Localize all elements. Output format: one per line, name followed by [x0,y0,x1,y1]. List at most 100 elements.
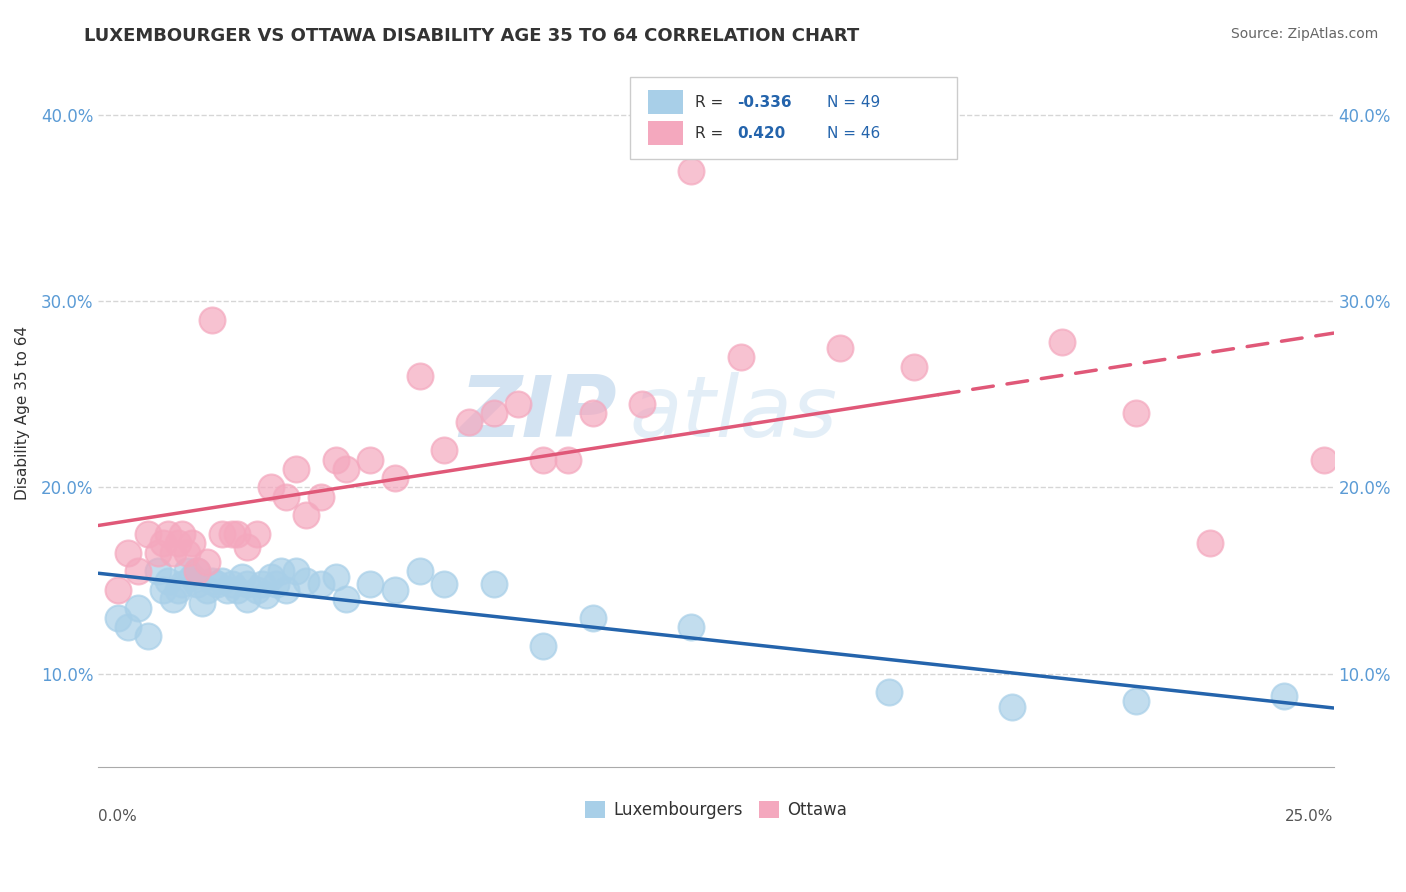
Point [136,527,159,541]
Point [631,397,654,411]
Point [201,313,224,327]
Point [215,582,238,597]
Point [276,582,298,597]
Point [482,406,505,420]
Point [221,577,243,591]
Point [107,582,129,597]
Point [250,577,273,591]
Point [877,685,900,699]
Point [152,536,174,550]
Point [107,611,129,625]
Point [309,577,332,591]
Text: atlas: atlas [630,372,838,455]
Text: -0.336: -0.336 [737,95,792,110]
Point [433,443,456,458]
Point [384,582,406,597]
Point [225,527,247,541]
Point [730,351,752,365]
Point [270,564,292,578]
Point [285,462,308,476]
Bar [648,90,683,114]
Point [1125,694,1147,708]
Point [146,546,169,560]
Bar [648,121,683,145]
Point [181,536,204,550]
Point [1313,452,1336,467]
Text: 0.0%: 0.0% [98,809,138,824]
Point [285,564,308,578]
Point [245,582,267,597]
Point [557,452,579,467]
Point [433,577,456,591]
Text: R =: R = [695,126,733,141]
Point [1199,536,1222,550]
Point [1272,689,1295,703]
Text: N = 49: N = 49 [827,95,880,110]
Point [231,570,253,584]
Point [295,574,318,588]
Point [186,564,208,578]
Point [117,546,139,560]
Point [681,164,703,178]
FancyBboxPatch shape [630,78,957,159]
Point [201,574,224,588]
Point [195,555,218,569]
Text: 0.420: 0.420 [737,126,786,141]
Point [156,574,179,588]
Point [681,620,703,634]
Point [162,546,184,560]
Point [256,588,278,602]
Point [156,527,179,541]
Point [335,592,357,607]
Point [1050,335,1073,350]
Point [166,582,188,597]
Point [266,577,288,591]
Point [146,564,169,578]
Point [186,577,208,591]
Point [172,527,194,541]
Point [458,416,481,430]
Point [1001,700,1024,714]
Point [408,368,430,383]
Point [205,577,228,591]
Point [235,540,257,554]
Point [235,577,257,591]
Point [276,490,298,504]
Point [581,406,603,420]
Point [172,577,194,591]
Point [186,564,208,578]
Point [152,582,174,597]
Point [1125,406,1147,420]
Text: Source: ZipAtlas.com: Source: ZipAtlas.com [1230,27,1378,41]
Point [117,620,139,634]
Point [408,564,430,578]
Point [136,629,159,643]
Point [181,570,204,584]
Point [581,611,603,625]
Text: 25.0%: 25.0% [1285,809,1334,824]
Text: LUXEMBOURGER VS OTTAWA DISABILITY AGE 35 TO 64 CORRELATION CHART: LUXEMBOURGER VS OTTAWA DISABILITY AGE 35… [84,27,859,45]
Point [176,546,198,560]
Point [903,359,925,374]
Point [211,527,233,541]
Point [508,397,530,411]
Point [176,564,198,578]
Point [359,452,381,467]
Point [482,577,505,591]
Point [127,601,149,615]
Point [531,452,554,467]
Point [195,582,218,597]
Point [325,452,347,467]
Point [260,570,283,584]
Point [127,564,149,578]
Text: ZIP: ZIP [460,372,617,455]
Text: N = 46: N = 46 [827,126,880,141]
Point [162,592,184,607]
Point [225,582,247,597]
Point [335,462,357,476]
Point [828,341,851,355]
Point [325,570,347,584]
Point [166,536,188,550]
Point [211,574,233,588]
Point [295,508,318,523]
